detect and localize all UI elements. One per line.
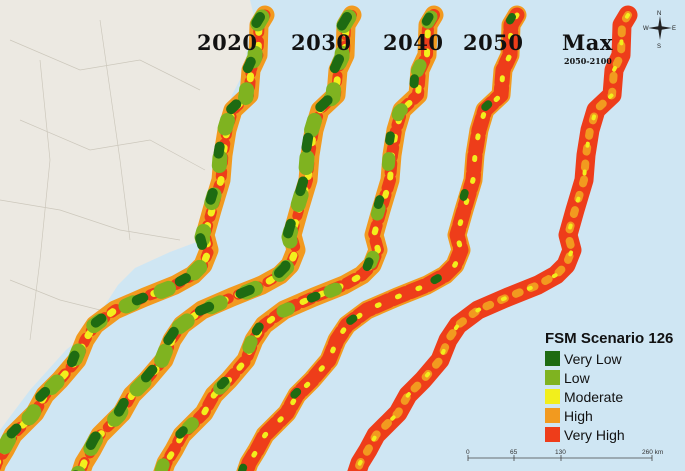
- legend-item: Very High: [545, 425, 673, 444]
- panel-label-2030: 2030: [291, 30, 352, 55]
- scale-label-130: 130: [555, 449, 566, 456]
- legend-item: High: [545, 406, 673, 425]
- scale-label-0: 0: [466, 449, 470, 456]
- legend-swatch: [545, 351, 560, 366]
- legend-title: FSM Scenario 126: [545, 330, 674, 347]
- compass-s: S: [657, 44, 661, 48]
- legend-swatch: [545, 408, 560, 423]
- panel-sublabel-max: 2050-2100: [564, 56, 612, 66]
- legend: FSM Scenario 126 Very Low Low Moderate H…: [545, 330, 673, 444]
- land-area: [0, 0, 255, 430]
- panel-label-2050: 2050: [463, 30, 524, 55]
- legend-item: Moderate: [545, 387, 673, 406]
- legend-label: Moderate: [564, 388, 624, 405]
- compass-w: W: [643, 26, 649, 32]
- legend-swatch: [545, 427, 560, 442]
- compass-n: N: [657, 11, 661, 17]
- land-roads: [0, 19, 206, 341]
- legend-label: Very High: [564, 426, 625, 443]
- scale-bar: [467, 455, 653, 461]
- legend-label: High: [564, 407, 593, 424]
- legend-item: Very Low: [545, 349, 673, 368]
- legend-swatch: [545, 370, 560, 385]
- compass-e: E: [672, 26, 676, 32]
- legend-swatch: [545, 389, 560, 404]
- scale-label-260: 260 km: [642, 449, 664, 456]
- panel-label-2020: 2020: [197, 30, 258, 55]
- scale-label-65: 65: [510, 449, 518, 456]
- legend-label: Low: [564, 369, 590, 386]
- panel-label-2040: 2040: [383, 30, 444, 55]
- panel-label-max: Max: [562, 30, 613, 55]
- legend-item: Low: [545, 368, 673, 387]
- compass-rose-icon: N S E W: [643, 8, 677, 50]
- legend-label: Very Low: [564, 350, 622, 367]
